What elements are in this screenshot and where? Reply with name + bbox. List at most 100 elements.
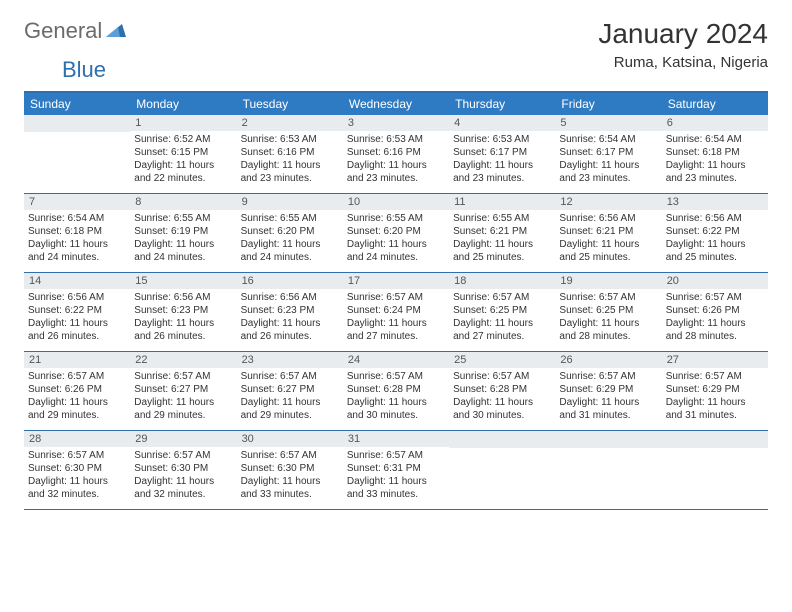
daylight-text: Daylight: 11 hours and 24 minutes. xyxy=(241,238,339,264)
sunrise-text: Sunrise: 6:57 AM xyxy=(559,291,657,304)
day-number: 29 xyxy=(130,431,236,447)
day-body: Sunrise: 6:57 AMSunset: 6:30 PMDaylight:… xyxy=(130,447,236,505)
week-row: 14Sunrise: 6:56 AMSunset: 6:22 PMDayligh… xyxy=(24,273,768,352)
daylight-text: Daylight: 11 hours and 28 minutes. xyxy=(666,317,764,343)
day-cell: 28Sunrise: 6:57 AMSunset: 6:30 PMDayligh… xyxy=(24,431,130,509)
daylight-text: Daylight: 11 hours and 24 minutes. xyxy=(28,238,126,264)
sunrise-text: Sunrise: 6:54 AM xyxy=(28,212,126,225)
day-body: Sunrise: 6:54 AMSunset: 6:18 PMDaylight:… xyxy=(662,131,768,189)
sunrise-text: Sunrise: 6:57 AM xyxy=(347,291,445,304)
day-number: 2 xyxy=(237,115,343,131)
day-cell xyxy=(449,431,555,509)
day-cell: 16Sunrise: 6:56 AMSunset: 6:23 PMDayligh… xyxy=(237,273,343,351)
day-cell: 29Sunrise: 6:57 AMSunset: 6:30 PMDayligh… xyxy=(130,431,236,509)
day-cell: 27Sunrise: 6:57 AMSunset: 6:29 PMDayligh… xyxy=(662,352,768,430)
daylight-text: Daylight: 11 hours and 24 minutes. xyxy=(134,238,232,264)
day-body xyxy=(555,448,661,454)
sunset-text: Sunset: 6:20 PM xyxy=(241,225,339,238)
day-body: Sunrise: 6:56 AMSunset: 6:23 PMDaylight:… xyxy=(237,289,343,347)
calendar-page: General January 2024 Ruma, Katsina, Nige… xyxy=(0,0,792,528)
day-body: Sunrise: 6:57 AMSunset: 6:24 PMDaylight:… xyxy=(343,289,449,347)
day-body: Sunrise: 6:57 AMSunset: 6:28 PMDaylight:… xyxy=(449,368,555,426)
day-body: Sunrise: 6:57 AMSunset: 6:26 PMDaylight:… xyxy=(662,289,768,347)
day-number: 9 xyxy=(237,194,343,210)
sunset-text: Sunset: 6:23 PM xyxy=(241,304,339,317)
day-cell: 21Sunrise: 6:57 AMSunset: 6:26 PMDayligh… xyxy=(24,352,130,430)
day-number: 7 xyxy=(24,194,130,210)
day-cell: 20Sunrise: 6:57 AMSunset: 6:26 PMDayligh… xyxy=(662,273,768,351)
day-cell: 11Sunrise: 6:55 AMSunset: 6:21 PMDayligh… xyxy=(449,194,555,272)
week-row: 7Sunrise: 6:54 AMSunset: 6:18 PMDaylight… xyxy=(24,194,768,273)
day-number: 12 xyxy=(555,194,661,210)
day-cell: 15Sunrise: 6:56 AMSunset: 6:23 PMDayligh… xyxy=(130,273,236,351)
day-number xyxy=(449,431,555,448)
day-cell: 14Sunrise: 6:56 AMSunset: 6:22 PMDayligh… xyxy=(24,273,130,351)
day-cell: 23Sunrise: 6:57 AMSunset: 6:27 PMDayligh… xyxy=(237,352,343,430)
day-number: 20 xyxy=(662,273,768,289)
sunrise-text: Sunrise: 6:56 AM xyxy=(241,291,339,304)
day-body: Sunrise: 6:57 AMSunset: 6:29 PMDaylight:… xyxy=(662,368,768,426)
day-number: 26 xyxy=(555,352,661,368)
sunrise-text: Sunrise: 6:57 AM xyxy=(28,370,126,383)
day-header-sun: Sunday xyxy=(24,93,130,115)
day-body: Sunrise: 6:56 AMSunset: 6:21 PMDaylight:… xyxy=(555,210,661,268)
day-body: Sunrise: 6:52 AMSunset: 6:15 PMDaylight:… xyxy=(130,131,236,189)
day-body: Sunrise: 6:55 AMSunset: 6:21 PMDaylight:… xyxy=(449,210,555,268)
sunset-text: Sunset: 6:16 PM xyxy=(347,146,445,159)
day-number: 1 xyxy=(130,115,236,131)
daylight-text: Daylight: 11 hours and 26 minutes. xyxy=(241,317,339,343)
day-number: 30 xyxy=(237,431,343,447)
day-body xyxy=(24,132,130,138)
sunset-text: Sunset: 6:29 PM xyxy=(666,383,764,396)
sunrise-text: Sunrise: 6:56 AM xyxy=(666,212,764,225)
day-number: 18 xyxy=(449,273,555,289)
sunset-text: Sunset: 6:25 PM xyxy=(453,304,551,317)
daylight-text: Daylight: 11 hours and 31 minutes. xyxy=(666,396,764,422)
day-number: 10 xyxy=(343,194,449,210)
sunset-text: Sunset: 6:27 PM xyxy=(134,383,232,396)
day-cell: 2Sunrise: 6:53 AMSunset: 6:16 PMDaylight… xyxy=(237,115,343,193)
daylight-text: Daylight: 11 hours and 23 minutes. xyxy=(241,159,339,185)
day-number: 24 xyxy=(343,352,449,368)
sunset-text: Sunset: 6:26 PM xyxy=(28,383,126,396)
day-body: Sunrise: 6:56 AMSunset: 6:23 PMDaylight:… xyxy=(130,289,236,347)
day-cell: 18Sunrise: 6:57 AMSunset: 6:25 PMDayligh… xyxy=(449,273,555,351)
day-body: Sunrise: 6:57 AMSunset: 6:25 PMDaylight:… xyxy=(555,289,661,347)
day-body: Sunrise: 6:57 AMSunset: 6:27 PMDaylight:… xyxy=(130,368,236,426)
sunrise-text: Sunrise: 6:57 AM xyxy=(666,370,764,383)
day-cell: 6Sunrise: 6:54 AMSunset: 6:18 PMDaylight… xyxy=(662,115,768,193)
week-row: 1Sunrise: 6:52 AMSunset: 6:15 PMDaylight… xyxy=(24,115,768,194)
sunset-text: Sunset: 6:15 PM xyxy=(134,146,232,159)
day-cell: 25Sunrise: 6:57 AMSunset: 6:28 PMDayligh… xyxy=(449,352,555,430)
sunrise-text: Sunrise: 6:55 AM xyxy=(241,212,339,225)
sunrise-text: Sunrise: 6:55 AM xyxy=(347,212,445,225)
sunrise-text: Sunrise: 6:52 AM xyxy=(134,133,232,146)
daylight-text: Daylight: 11 hours and 26 minutes. xyxy=(134,317,232,343)
day-number: 27 xyxy=(662,352,768,368)
sunset-text: Sunset: 6:19 PM xyxy=(134,225,232,238)
day-number: 8 xyxy=(130,194,236,210)
calendar-grid: Sunday Monday Tuesday Wednesday Thursday… xyxy=(24,91,768,510)
day-number xyxy=(662,431,768,448)
day-number: 3 xyxy=(343,115,449,131)
daylight-text: Daylight: 11 hours and 30 minutes. xyxy=(347,396,445,422)
daylight-text: Daylight: 11 hours and 23 minutes. xyxy=(666,159,764,185)
day-body: Sunrise: 6:53 AMSunset: 6:16 PMDaylight:… xyxy=(237,131,343,189)
day-body: Sunrise: 6:55 AMSunset: 6:19 PMDaylight:… xyxy=(130,210,236,268)
sunrise-text: Sunrise: 6:56 AM xyxy=(28,291,126,304)
day-body: Sunrise: 6:53 AMSunset: 6:17 PMDaylight:… xyxy=(449,131,555,189)
sunset-text: Sunset: 6:18 PM xyxy=(666,146,764,159)
day-body: Sunrise: 6:54 AMSunset: 6:18 PMDaylight:… xyxy=(24,210,130,268)
sunrise-text: Sunrise: 6:57 AM xyxy=(134,370,232,383)
sunrise-text: Sunrise: 6:57 AM xyxy=(347,370,445,383)
daylight-text: Daylight: 11 hours and 33 minutes. xyxy=(347,475,445,501)
logo-triangle-icon xyxy=(106,21,126,42)
daylight-text: Daylight: 11 hours and 33 minutes. xyxy=(241,475,339,501)
day-body xyxy=(662,448,768,454)
sunrise-text: Sunrise: 6:57 AM xyxy=(241,370,339,383)
day-header-mon: Monday xyxy=(130,93,236,115)
day-number: 16 xyxy=(237,273,343,289)
sunset-text: Sunset: 6:28 PM xyxy=(347,383,445,396)
day-number: 22 xyxy=(130,352,236,368)
sunset-text: Sunset: 6:30 PM xyxy=(134,462,232,475)
